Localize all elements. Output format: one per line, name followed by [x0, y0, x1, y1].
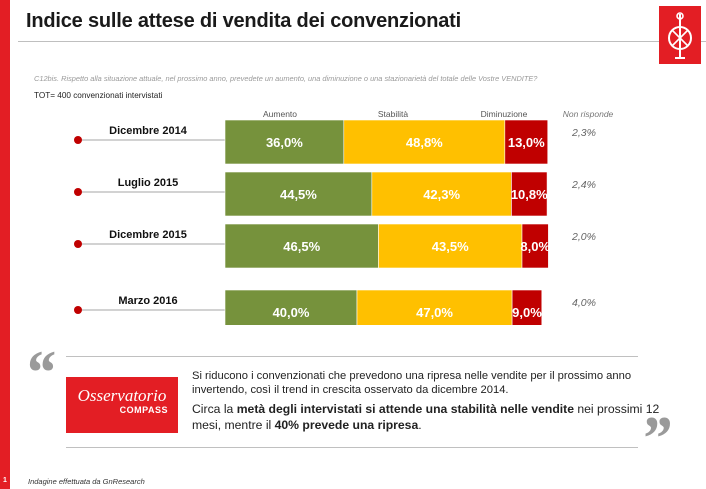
data-label-diminuzione: 13,0%	[508, 135, 545, 150]
bar-diminuzione	[511, 171, 548, 217]
note-divider-top	[66, 356, 638, 357]
bar-stabilita	[371, 171, 512, 217]
summary-highlight-growth: 40% prevede una ripresa	[274, 418, 419, 432]
data-label-diminuzione: 10,8%	[511, 187, 548, 202]
data-label-stabilita: 47,0%	[416, 305, 453, 320]
legend-diminuzione: Diminuzione	[481, 109, 528, 119]
data-label-aumento: 44,5%	[280, 187, 317, 202]
compass-logo-icon	[668, 12, 692, 59]
category-label: Dicembre 2014	[109, 125, 188, 137]
data-label-diminuzione: 9,0%	[512, 305, 542, 320]
data-label-non-risponde: 2,4%	[571, 179, 596, 191]
survey-question: C12bis. Rispetto alla situazione attuale…	[34, 74, 538, 83]
bar-diminuzione	[504, 119, 549, 165]
bar-aumento	[224, 223, 379, 269]
bar-diminuzione	[521, 223, 549, 269]
summary-highlight-stability: metà degli intervistati si attende una s…	[236, 402, 574, 416]
bar-diminuzione	[511, 289, 543, 325]
page-title: Indice sulle attese di vendita dei conve…	[26, 10, 461, 32]
data-label-aumento: 36,0%	[266, 135, 303, 150]
sample-size-note: TOT= 400 convenzionati intervistati	[34, 91, 163, 100]
bar-aumento	[224, 171, 373, 217]
data-label-non-risponde: 2,0%	[571, 231, 596, 243]
legend-non-risponde: Non risponde	[563, 109, 614, 119]
bar-stabilita	[343, 119, 506, 165]
data-label-stabilita: 42,3%	[423, 187, 460, 202]
data-label-stabilita: 43,5%	[432, 239, 469, 254]
summary-text: nei prossimi 12 mesi, mentre il	[192, 402, 660, 432]
summary-note: Si riducono i convenzionati che prevedon…	[192, 369, 662, 433]
brand-line1: Osservatorio	[77, 386, 167, 405]
stacked-bar-chart: Aumento Stabilità Diminuzione Non risponde D…	[74, 109, 614, 325]
open-quote-mark: “	[24, 339, 55, 407]
category-label: Luglio 2015	[118, 177, 179, 189]
bar-aumento	[224, 119, 345, 165]
data-label-aumento: 40,0%	[273, 305, 310, 320]
category-marker	[74, 136, 82, 144]
category-marker	[74, 188, 82, 196]
data-label-diminuzione: 8,0%	[520, 239, 550, 254]
page-number: 1	[3, 477, 7, 484]
data-label-non-risponde: 4,0%	[572, 297, 596, 309]
compass-logo	[659, 6, 701, 64]
bar-aumento	[224, 289, 358, 325]
left-red-strip	[0, 0, 10, 489]
bar-stabilita	[378, 223, 523, 269]
category-marker	[74, 306, 82, 314]
data-label-non-risponde: 2,3%	[571, 127, 596, 139]
source-footer: Indagine effettuata da GnResearch	[28, 477, 145, 486]
data-label-stabilita: 48,8%	[406, 135, 443, 150]
brand-line2: COMPASS	[119, 405, 168, 415]
note-divider-bottom	[66, 447, 638, 448]
category-marker	[74, 240, 82, 248]
summary-text: Circa la	[192, 402, 237, 416]
title-divider	[18, 41, 706, 42]
category-label: Dicembre 2015	[109, 229, 187, 241]
data-label-aumento: 46,5%	[283, 239, 320, 254]
summary-paragraph-2: Circa la metà degli intervistati si atte…	[192, 401, 662, 433]
osservatorio-compass-logo: Osservatorio COMPASS	[66, 377, 178, 433]
legend-aumento: Aumento	[263, 109, 297, 119]
legend-stabilita: Stabilità	[378, 109, 409, 119]
bar-stabilita	[356, 289, 513, 325]
summary-paragraph-1: Si riducono i convenzionati che prevedon…	[192, 370, 632, 396]
category-label: Marzo 2016	[118, 295, 177, 307]
close-quote-mark: ”	[640, 405, 671, 473]
summary-text: .	[418, 418, 422, 432]
